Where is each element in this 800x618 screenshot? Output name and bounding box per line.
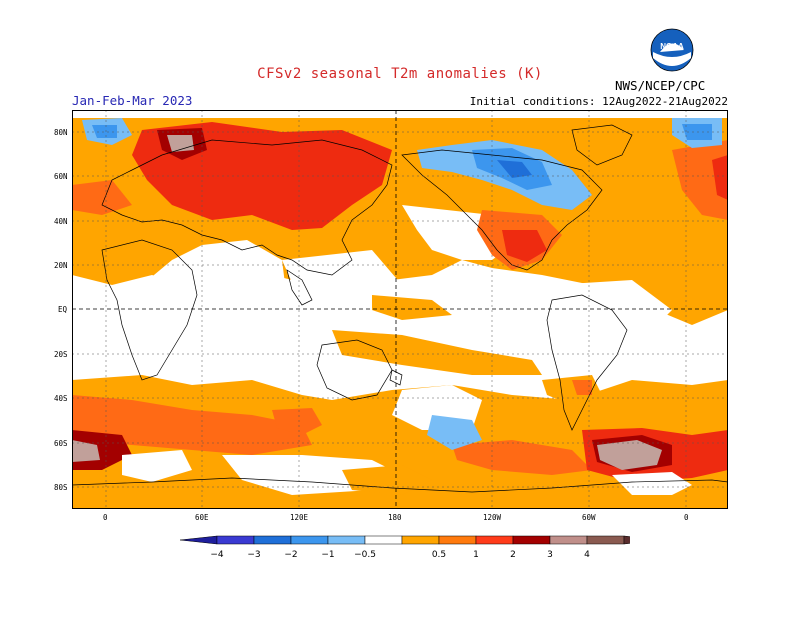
graticule [72, 110, 728, 509]
legend-swatch [475, 535, 514, 545]
legend-swatch [253, 535, 292, 545]
legend-swatch [586, 535, 625, 545]
agency-label: NWS/NCEP/CPC [615, 78, 706, 93]
legend-tick-label: −4 [210, 550, 224, 560]
legend-swatch [512, 535, 551, 545]
lon-label: 120W [483, 513, 502, 522]
anomaly-region [502, 230, 547, 262]
noaa-logo: NOAA [650, 28, 694, 72]
legend-tick-label: −0.5 [354, 550, 376, 560]
legend-swatch [549, 535, 588, 545]
equator-dateline [72, 110, 728, 509]
legend-swatch [290, 535, 329, 545]
anomaly-region [272, 408, 322, 435]
logo-text: NOAA [660, 42, 684, 51]
anomaly-region [342, 465, 432, 495]
anomaly-field [72, 110, 728, 509]
anomaly-region [132, 240, 287, 380]
map-frame [72, 110, 728, 509]
legend-swatch [216, 535, 255, 545]
lat-label: 80N [54, 128, 68, 137]
legend-tick-label: −3 [247, 550, 260, 560]
anomaly-region [122, 450, 192, 482]
colorbar-legend: −4 −3 −2 −1 −0.5 0.5 1 2 3 4 [179, 535, 630, 560]
anomaly-region [72, 440, 100, 462]
coastlines [72, 124, 728, 493]
anomaly-region [497, 160, 532, 178]
map-title: CFSv2 seasonal T2m anomalies (K) [257, 66, 543, 82]
lat-label: 20S [54, 350, 68, 359]
legend-tick-label: 4 [584, 550, 590, 560]
legend-tick-label: 1 [473, 550, 479, 560]
anomaly-region [572, 380, 592, 395]
anomaly-region [92, 125, 117, 138]
legend-swatch [364, 535, 403, 545]
lon-label: 60W [582, 513, 596, 522]
lat-label: 80S [54, 483, 68, 492]
legend-tick-label: 2 [510, 550, 516, 560]
anomaly-region [72, 180, 132, 215]
legend-swatch [401, 535, 440, 545]
legend-tick-label: 3 [547, 550, 553, 560]
anomaly-region [452, 440, 592, 475]
anomaly-region [597, 440, 662, 470]
lon-label: 180 [388, 513, 402, 522]
legend-swatch [438, 535, 477, 545]
lat-label: 40S [54, 394, 68, 403]
anomaly-region [372, 295, 452, 320]
legend-arrow-high [623, 535, 630, 545]
anomaly-map [72, 110, 728, 509]
lon-label: 60E [195, 513, 209, 522]
lat-label: 60N [54, 172, 68, 181]
legend-arrow-low [179, 535, 218, 545]
lat-label: 40N [54, 217, 68, 226]
lon-label: 0 [684, 513, 689, 522]
anomaly-region [712, 155, 728, 200]
anomaly-region [552, 280, 672, 360]
lat-label: 20N [54, 261, 68, 270]
anomaly-region [332, 330, 542, 375]
forecast-period: Jan-Feb-Mar 2023 [72, 93, 193, 108]
anomaly-region [72, 395, 312, 455]
legend-swatch [327, 535, 366, 545]
lon-label: 120E [290, 513, 309, 522]
anomaly-region [427, 415, 482, 450]
anomaly-region [612, 472, 692, 495]
legend-tick-label: −2 [284, 550, 297, 560]
legend-tick-label: 0.5 [432, 550, 446, 560]
lat-label: EQ [58, 305, 68, 314]
initial-conditions: Initial conditions: 12Aug2022-21Aug2022 [469, 95, 728, 108]
lon-label: 0 [103, 513, 108, 522]
legend-tick-label: −1 [321, 550, 334, 560]
lat-label: 60S [54, 439, 68, 448]
